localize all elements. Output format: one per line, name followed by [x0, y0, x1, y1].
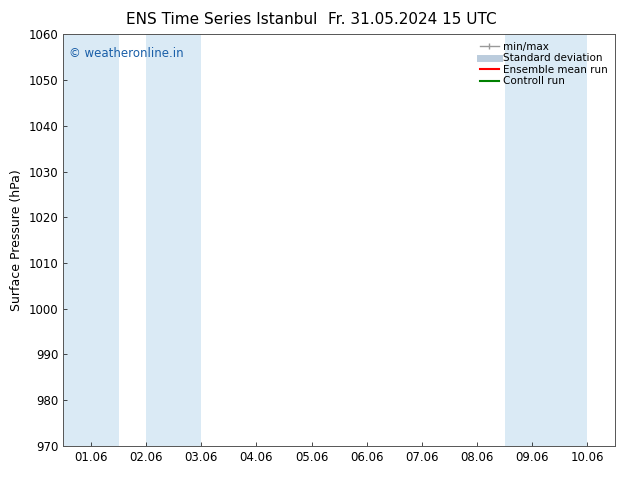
Y-axis label: Surface Pressure (hPa): Surface Pressure (hPa) — [10, 169, 23, 311]
Bar — [146, 34, 202, 446]
Text: © weatheronline.in: © weatheronline.in — [69, 47, 183, 60]
Text: Fr. 31.05.2024 15 UTC: Fr. 31.05.2024 15 UTC — [328, 12, 496, 27]
Bar — [615, 34, 634, 446]
Bar — [505, 34, 588, 446]
Text: ENS Time Series Istanbul: ENS Time Series Istanbul — [126, 12, 318, 27]
Bar — [63, 34, 119, 446]
Legend: min/max, Standard deviation, Ensemble mean run, Controll run: min/max, Standard deviation, Ensemble me… — [478, 40, 610, 88]
